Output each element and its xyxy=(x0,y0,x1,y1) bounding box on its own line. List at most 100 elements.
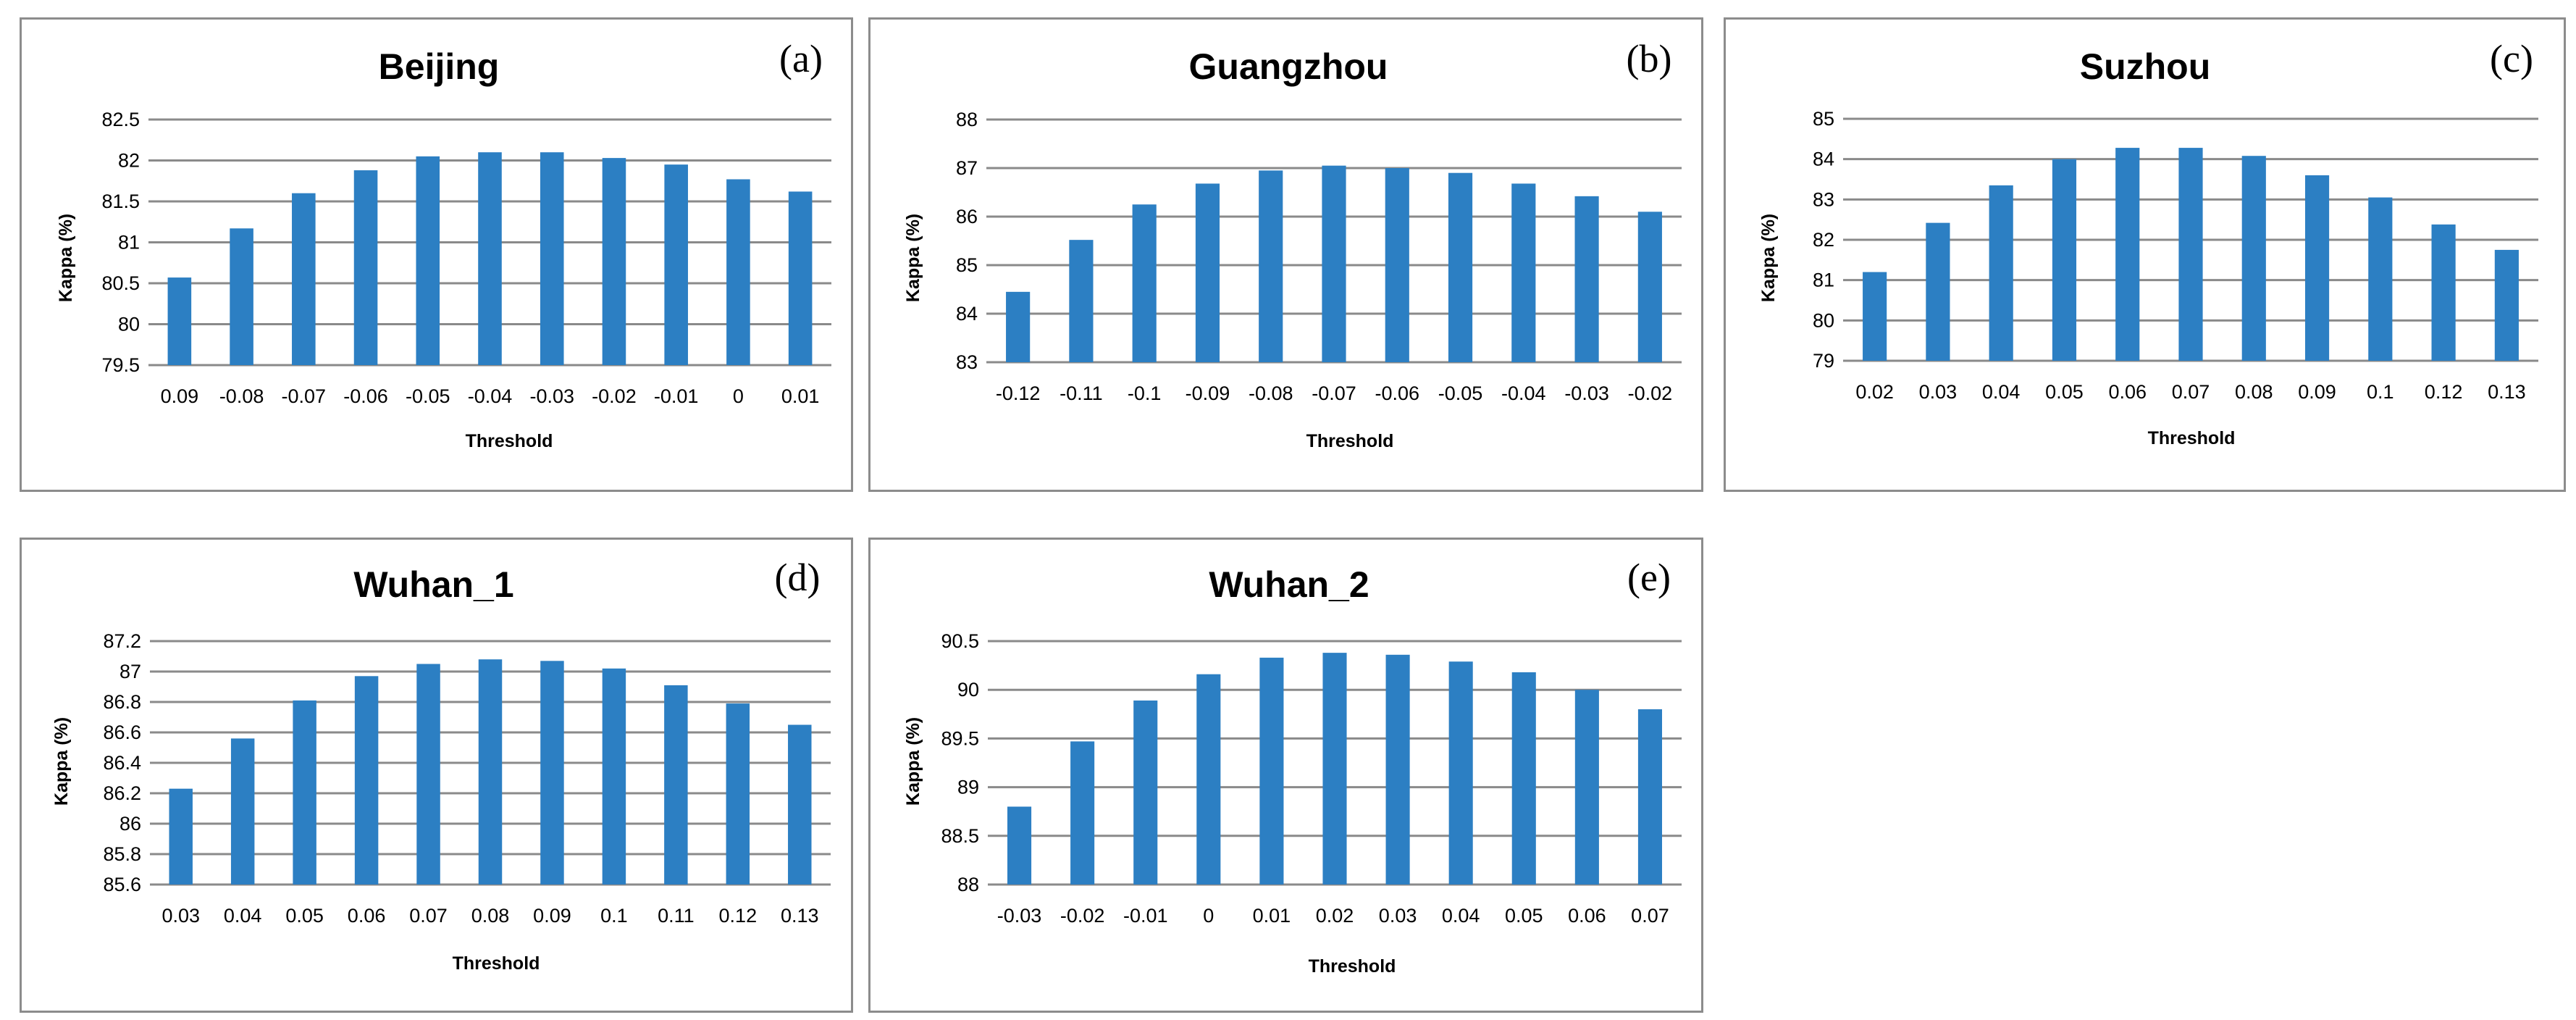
x-tick-label: -0.08 xyxy=(1249,382,1293,404)
x-tick-label: 0.08 xyxy=(471,905,510,927)
x-tick-label: -0.08 xyxy=(219,385,264,407)
plot-area: 79.5 80 80.5 81 81.5 82 82.5 0.09 -0.08 -0.07 -0.0… xyxy=(101,109,831,407)
y-tick-label: 82.5 xyxy=(101,109,140,130)
x-tick-label: 0.05 xyxy=(1505,905,1543,927)
plot-area: 79 80 81 82 83 84 85 0.02 0.03 0.04 0.05 0.06 0.07 0.… xyxy=(1813,108,2538,403)
panel-label: (a) xyxy=(779,37,823,80)
bar--0.03 xyxy=(540,152,564,365)
x-tick-label: -0.07 xyxy=(282,385,327,407)
x-axis-label: Threshold xyxy=(453,953,540,974)
y-axis-label: Kappa (%) xyxy=(56,214,76,302)
x-tick-label: 0.03 xyxy=(1379,905,1417,927)
chart-svg: Suzhou (c) Kappa (%) Threshold 79 80 81 82 8… xyxy=(1758,37,2538,448)
x-tick-label: -0.05 xyxy=(1438,382,1483,404)
x-tick-label: -0.03 xyxy=(529,385,574,407)
x-tick-label: 0.03 xyxy=(161,905,200,927)
y-tick-label: 90.5 xyxy=(941,630,979,652)
x-tick-label: -0.02 xyxy=(592,385,637,407)
y-tick-label: 86.8 xyxy=(103,691,141,713)
y-tick-label: 90 xyxy=(957,679,979,701)
bar--0.08 xyxy=(1259,170,1283,362)
x-tick-label: -0.11 xyxy=(1060,382,1103,404)
plot-area: 88 88.5 89 89.5 90 90.5 -0.03 -0.02 -0.01 0 0.01 0.… xyxy=(941,630,1682,927)
bar-0.05 xyxy=(1511,672,1536,885)
bar--0.06 xyxy=(1385,168,1409,362)
bar-0.1 xyxy=(602,668,626,885)
panel-label: (e) xyxy=(1627,556,1671,599)
chart-title: Wuhan_1 xyxy=(353,564,513,605)
bar-0.04 xyxy=(1448,661,1473,885)
x-tick-label: -0.02 xyxy=(1628,382,1673,404)
bar--0.07 xyxy=(1322,165,1346,362)
y-tick-label: 89.5 xyxy=(941,727,979,749)
bar--0.12 xyxy=(1006,291,1031,362)
x-tick-label: 0.09 xyxy=(2298,381,2336,403)
chart-panel-suzhou: Suzhou (c) Kappa (%) Threshold 79 80 81 82 8… xyxy=(1724,17,2566,492)
x-tick-label: -0.05 xyxy=(406,385,450,407)
bar-0 xyxy=(1196,674,1221,885)
bar--0.07 xyxy=(292,193,316,365)
bar-0.06 xyxy=(354,676,379,885)
bar--0.11 xyxy=(1069,240,1094,362)
y-tick-label: 83 xyxy=(956,351,978,373)
y-tick-label: 85 xyxy=(1813,108,1834,130)
y-tick-label: 80 xyxy=(1813,309,1834,331)
y-tick-label: 81.5 xyxy=(101,191,140,212)
bar--0.05 xyxy=(416,156,440,365)
chart-svg: Wuhan_1 (d) Kappa (%) Threshold 85.6 85.8… xyxy=(51,556,831,974)
y-axis-label: Kappa (%) xyxy=(1758,214,1779,302)
x-tick-label: 0.01 xyxy=(781,385,820,407)
x-tick-label: 0 xyxy=(1203,905,1214,927)
y-tick-label: 81 xyxy=(1813,269,1834,291)
chart-svg: Guangzhou (b) Kappa (%) Threshold 83 84 85… xyxy=(903,37,1682,451)
y-axis-label: Kappa (%) xyxy=(51,717,72,806)
x-tick-label: 0.1 xyxy=(600,905,628,927)
y-tick-label: 87.2 xyxy=(103,630,141,652)
x-axis-label: Threshold xyxy=(466,431,553,451)
y-tick-label: 79.5 xyxy=(101,354,140,376)
x-tick-label: 0.13 xyxy=(2488,381,2526,403)
bar--0.01 xyxy=(1133,700,1158,885)
x-tick-label: 0.06 xyxy=(348,905,386,927)
bar--0.02 xyxy=(602,158,626,366)
x-tick-label: 0.12 xyxy=(719,905,758,927)
bar-0.05 xyxy=(293,700,316,885)
x-tick-label: 0.07 xyxy=(1631,905,1669,927)
bar-0.02 xyxy=(1863,272,1887,361)
x-tick-label: -0.12 xyxy=(996,382,1041,404)
x-tick-label: 0.04 xyxy=(1442,905,1480,927)
bar-0.13 xyxy=(788,724,812,885)
bar-0.08 xyxy=(478,659,503,885)
x-tick-label: 0.04 xyxy=(224,905,262,927)
y-axis-label: Kappa (%) xyxy=(903,717,923,806)
x-tick-label: -0.02 xyxy=(1060,905,1105,927)
y-tick-label: 85 xyxy=(956,254,978,276)
bar--0.08 xyxy=(230,228,253,365)
chart-title: Suzhou xyxy=(2080,46,2211,87)
x-tick-label: 0.02 xyxy=(1855,381,1894,403)
bar--0.04 xyxy=(1511,183,1536,362)
bar-0.03 xyxy=(1926,222,1950,361)
bar-0 xyxy=(726,179,750,366)
y-tick-label: 86 xyxy=(956,206,978,227)
x-tick-label: 0.09 xyxy=(533,905,571,927)
x-tick-label: 0.13 xyxy=(781,905,819,927)
x-tick-label: 0.02 xyxy=(1316,905,1354,927)
x-tick-label: 0.05 xyxy=(2045,381,2084,403)
chart-svg: Beijing (a) Kappa (%) Threshold 79.5 80 80… xyxy=(56,37,831,451)
bar-0.11 xyxy=(664,685,688,885)
y-tick-label: 79 xyxy=(1813,350,1834,372)
bar-0.05 xyxy=(2052,159,2077,361)
y-tick-label: 80 xyxy=(118,314,140,335)
x-tick-label: 0.03 xyxy=(1919,381,1958,403)
y-tick-label: 86.4 xyxy=(103,752,141,774)
bar-0.08 xyxy=(2241,156,2266,361)
bar-0.03 xyxy=(1385,654,1410,885)
y-tick-label: 82 xyxy=(1813,229,1834,251)
bar-0.06 xyxy=(2115,148,2140,361)
chart-svg: Wuhan_2 (e) Kappa (%) Threshold 88 88.5 89… xyxy=(903,556,1682,977)
bar--0.05 xyxy=(1448,172,1473,362)
x-tick-label: 0.01 xyxy=(1253,905,1291,927)
x-tick-label: -0.04 xyxy=(1501,382,1546,404)
x-axis-label: Threshold xyxy=(1306,431,1394,451)
